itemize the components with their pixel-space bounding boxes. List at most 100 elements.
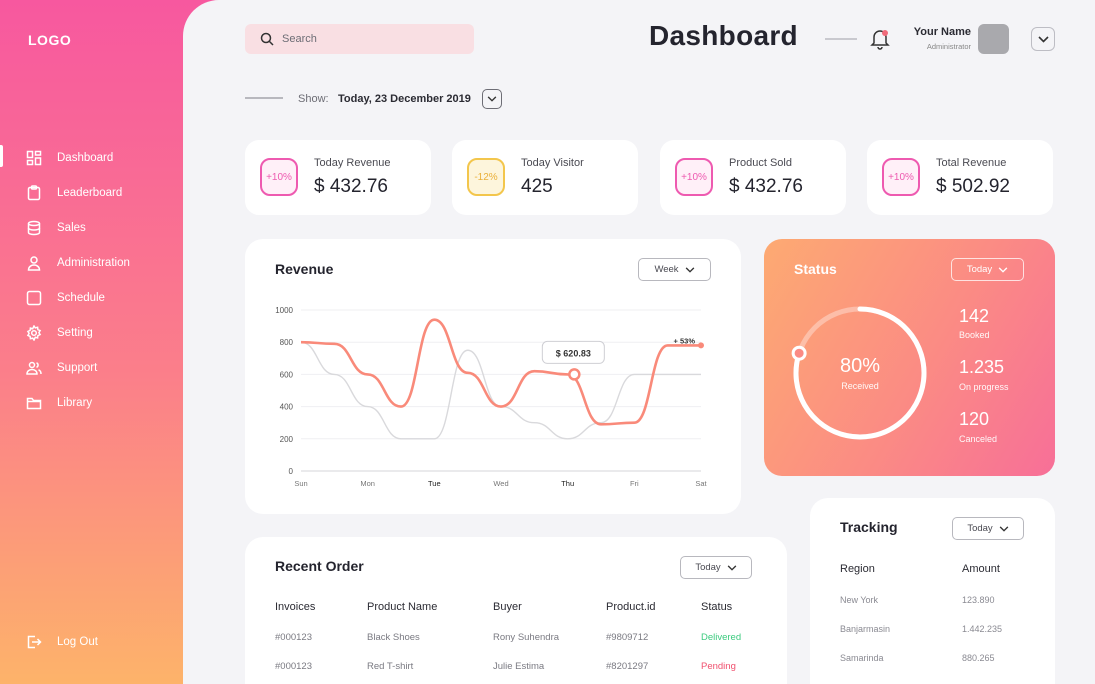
- progress-ring-arc: [793, 306, 927, 440]
- avatar[interactable]: [978, 24, 1009, 54]
- user-name: Your Name: [913, 26, 971, 38]
- x-tick-label: Sat: [695, 479, 707, 488]
- user-icon: [27, 255, 41, 271]
- logout-button[interactable]: Log Out: [26, 634, 98, 650]
- search-input[interactable]: [282, 33, 462, 45]
- tracking-range-dropdown[interactable]: Today: [952, 517, 1024, 540]
- search-icon: [260, 32, 274, 46]
- user-menu-button[interactable]: [1031, 27, 1055, 51]
- invoice-cell: #000123: [275, 661, 312, 672]
- series-line: [300, 318, 701, 426]
- product-cell: Black Shoes: [367, 632, 420, 643]
- stat-card-today-visitor[interactable]: -12% Today Visitor 425: [452, 140, 638, 215]
- chevron-down-icon: [998, 266, 1008, 273]
- card-title: Revenue: [275, 261, 334, 277]
- change-badge: +10%: [260, 158, 298, 196]
- database-icon: [27, 220, 41, 235]
- logo[interactable]: LOGO: [28, 32, 72, 48]
- booked-value: 142: [959, 306, 990, 326]
- progress-label: On progress: [959, 382, 1009, 392]
- column-header[interactable]: Product.id: [606, 601, 656, 613]
- stat-card-product-sold[interactable]: +10% Product Sold $ 432.76: [660, 140, 846, 215]
- folder-icon: [26, 397, 42, 409]
- tracking-card: Tracking Today Region Amount New York 12…: [810, 498, 1055, 684]
- x-tick-label: Tue: [428, 479, 441, 488]
- card-title: Tracking: [840, 519, 898, 535]
- column-header[interactable]: Buyer: [493, 601, 522, 613]
- sidebar-item-library[interactable]: Library: [0, 385, 184, 420]
- card-title: Status: [794, 261, 837, 277]
- stat-label: Today Visitor: [521, 157, 584, 169]
- series-line: [300, 341, 701, 440]
- date-filter-value: Today, 23 December 2019: [338, 93, 471, 105]
- stat-label: Product Sold: [729, 157, 792, 169]
- date-filter-button[interactable]: [482, 89, 502, 109]
- x-tick-label: Thu: [561, 479, 574, 488]
- amount-cell: 1.442.235: [962, 624, 1003, 634]
- logout-icon: [27, 635, 42, 649]
- search-bar[interactable]: [245, 24, 474, 54]
- sidebar-item-label: Leaderboard: [57, 186, 123, 199]
- change-badge: -12%: [467, 158, 505, 196]
- y-tick-label: 0: [289, 467, 294, 476]
- x-tick-label: Fri: [630, 479, 639, 488]
- sidebar-item-dashboard[interactable]: Dashboard: [0, 140, 184, 175]
- progress-ring: [791, 306, 927, 440]
- divider: [245, 97, 283, 99]
- product-id-cell: #8201297: [606, 661, 649, 672]
- stat-card-today-revenue[interactable]: +10% Today Revenue $ 432.76: [245, 140, 431, 215]
- status-badge: Delivered: [701, 632, 742, 643]
- revenue-chart: 0 200 400 600 800 1000 Sun Mon Tue Wed Thu Fri Sat $ …: [275, 306, 707, 488]
- orders-range-dropdown[interactable]: Today: [680, 556, 752, 579]
- y-tick-label: 400: [280, 403, 294, 412]
- revenue-range-dropdown[interactable]: Week: [638, 258, 711, 281]
- stat-label: Today Revenue: [314, 157, 391, 169]
- column-header[interactable]: Product Name: [367, 601, 438, 613]
- region-cell: New York: [840, 595, 879, 605]
- sidebar-item-support[interactable]: Support: [0, 350, 184, 385]
- tooltip-value: $ 620.83: [556, 348, 591, 358]
- dropdown-label: Today: [967, 523, 993, 534]
- logout-label: Log Out: [57, 636, 98, 648]
- y-tick-label: 800: [280, 338, 294, 347]
- y-tick-label: 200: [280, 435, 294, 444]
- stat-card-total-revenue[interactable]: +10% Total Revenue $ 502.92: [867, 140, 1053, 215]
- user-role: Administrator: [926, 42, 971, 51]
- x-tick-label: Mon: [360, 479, 375, 488]
- stat-value: 425: [521, 176, 553, 197]
- square-icon: [26, 290, 42, 305]
- status-badge: Pending: [701, 661, 736, 672]
- gear-icon: [26, 324, 42, 341]
- column-header[interactable]: Amount: [962, 563, 1000, 575]
- sidebar-item-sales[interactable]: Sales: [0, 210, 184, 245]
- canceled-label: Canceled: [959, 434, 998, 444]
- sidebar-item-label: Dashboard: [57, 151, 114, 164]
- sidebar-item-leaderboard[interactable]: Leaderboard: [0, 175, 184, 210]
- sidebar-item-schedule[interactable]: Schedule: [0, 280, 184, 315]
- received-label: Received: [841, 381, 879, 391]
- booked-label: Booked: [959, 330, 990, 340]
- amount-cell: 880.265: [962, 653, 995, 663]
- column-header[interactable]: Region: [840, 563, 875, 575]
- recent-order-card: Recent Order Today Invoices Product Name…: [245, 537, 787, 684]
- column-header[interactable]: Status: [701, 601, 733, 613]
- status-range-dropdown[interactable]: Today: [951, 258, 1024, 281]
- dropdown-label: Week: [654, 264, 679, 275]
- users-icon: [26, 361, 42, 375]
- sidebar-item-administration[interactable]: Administration: [0, 245, 184, 280]
- stat-value: $ 432.76: [314, 176, 388, 197]
- bell-icon[interactable]: [869, 26, 891, 50]
- change-badge: +10%: [675, 158, 713, 196]
- chevron-down-icon: [487, 96, 497, 102]
- column-header[interactable]: Invoices: [275, 601, 316, 613]
- sidebar-item-label: Administration: [57, 256, 130, 269]
- dropdown-label: Today: [695, 562, 721, 573]
- sidebar-item-label: Setting: [57, 326, 93, 339]
- change-label: + 53%: [674, 336, 696, 345]
- divider: [825, 38, 857, 40]
- chevron-down-icon: [1037, 35, 1049, 43]
- canceled-value: 120: [959, 409, 990, 429]
- dropdown-label: Today: [966, 264, 993, 275]
- sidebar-item-setting[interactable]: Setting: [0, 315, 184, 350]
- dashboard-icon: [26, 150, 42, 165]
